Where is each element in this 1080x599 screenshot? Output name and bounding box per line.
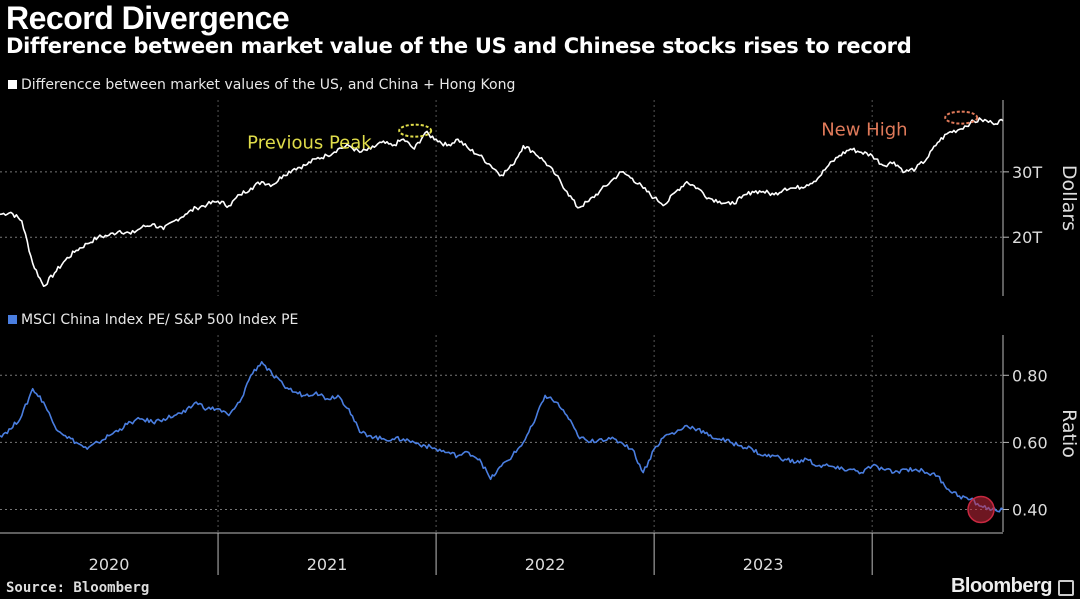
legend-bottom: MSCI China Index PE/ S&P 500 Index PE bbox=[8, 312, 298, 328]
source-label: Source: Bloomberg bbox=[6, 580, 150, 596]
y-tick-label: 20T bbox=[1012, 228, 1042, 247]
legend-bottom-label: MSCI China Index PE/ S&P 500 Index PE bbox=[21, 312, 299, 328]
annotation-marker bbox=[398, 123, 433, 138]
legend-swatch-white bbox=[8, 80, 17, 89]
brand-logo-box-icon bbox=[1058, 580, 1074, 596]
x-tick-label: 2023 bbox=[743, 555, 784, 574]
brand-logo: Bloomberg bbox=[950, 575, 1053, 597]
legend-top: Differencce between market values of the… bbox=[8, 77, 515, 93]
legend-top-label: Differencce between market values of the… bbox=[21, 77, 516, 93]
y-tick-label: 30T bbox=[1012, 163, 1042, 182]
chart-title: Record Divergence bbox=[6, 0, 290, 36]
y-tick-label: 0.40 bbox=[1012, 501, 1048, 520]
annotation-label: Previous Peak bbox=[247, 133, 372, 154]
y-tick-label: 0.60 bbox=[1012, 433, 1048, 452]
annotation-label: New High bbox=[821, 120, 907, 141]
x-tick-label: 2021 bbox=[307, 555, 348, 574]
x-tick-label: 2020 bbox=[89, 555, 130, 574]
x-tick-label: 2022 bbox=[525, 555, 566, 574]
y-axis-label: Ratio bbox=[1058, 409, 1080, 458]
series-line bbox=[0, 117, 1004, 287]
low-marker bbox=[967, 495, 995, 524]
annotation-marker bbox=[944, 110, 979, 125]
series-line bbox=[0, 361, 1004, 513]
y-axis-label: Dollars bbox=[1058, 165, 1080, 231]
y-tick-label: 0.80 bbox=[1012, 366, 1048, 385]
chart-subtitle: Difference between market value of the U… bbox=[6, 34, 912, 58]
legend-swatch-blue bbox=[8, 315, 17, 324]
